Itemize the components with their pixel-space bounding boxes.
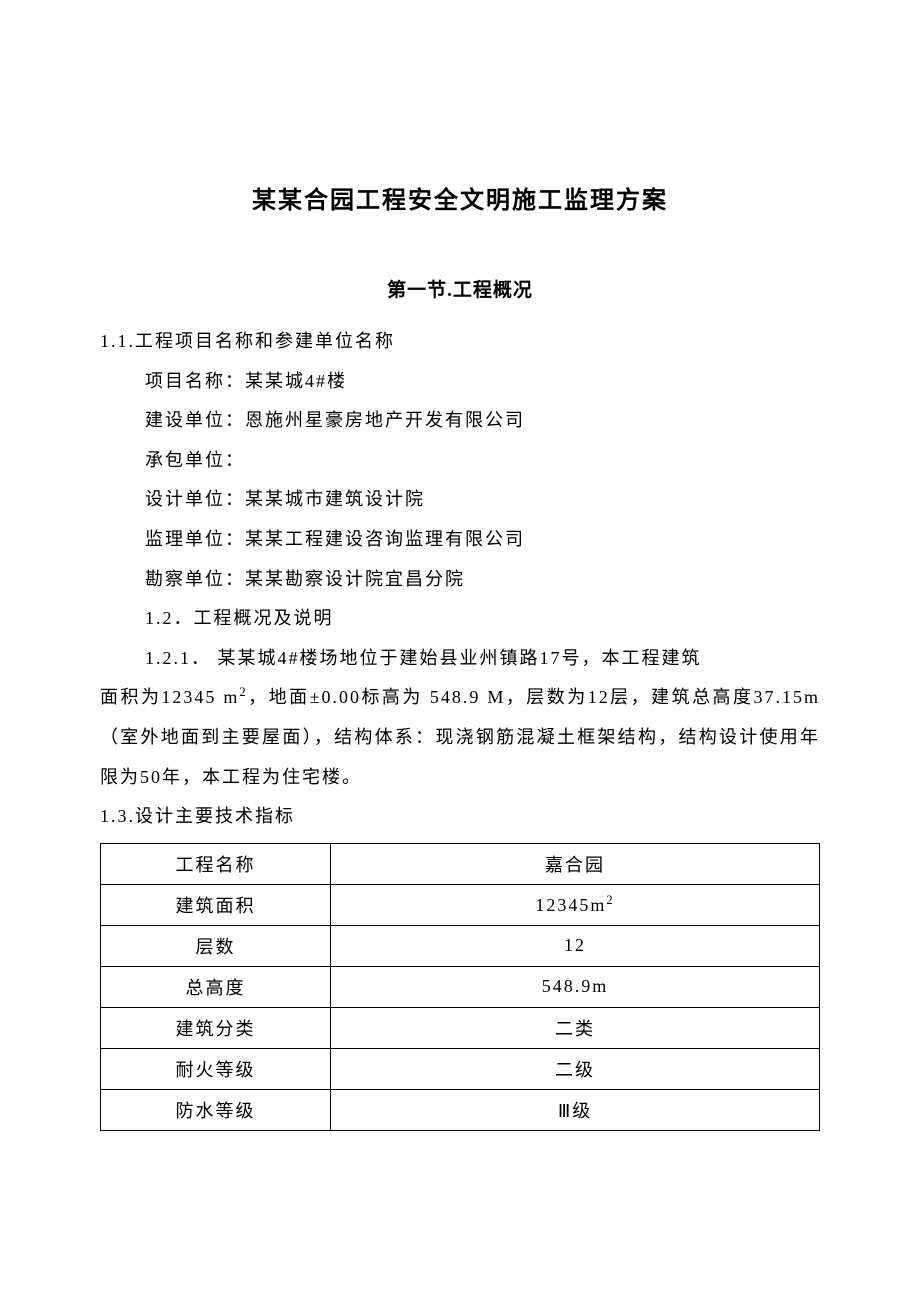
table-row: 建筑面积12345m2 <box>101 884 820 925</box>
table-value-cell: 嘉合园 <box>331 843 820 884</box>
paragraph-1-2-1-cont: 面积为12345 m2，地面±0.00标高为 548.9 M，层数为12层，建筑… <box>100 678 820 797</box>
table-label-cell: 建筑面积 <box>101 884 331 925</box>
section-1-title: 第一节.工程概况 <box>100 275 820 302</box>
p121-sup: 2 <box>239 685 247 699</box>
table-value-cell: 二类 <box>331 1007 820 1048</box>
table-label-cell: 防水等级 <box>101 1089 331 1130</box>
heading-1-3: 1.3.设计主要技术指标 <box>100 797 820 837</box>
table-value-cell: Ⅲ级 <box>331 1089 820 1130</box>
heading-1-1: 1.1.工程项目名称和参建单位名称 <box>100 322 820 362</box>
table-label-cell: 总高度 <box>101 966 331 1007</box>
table-row: 层数12 <box>101 925 820 966</box>
table-value-cell: 12 <box>331 925 820 966</box>
item-construction-unit: 建设单位：恩施州星豪房地产开发有限公司 <box>100 401 820 441</box>
table-row: 耐火等级二级 <box>101 1048 820 1089</box>
item-supervision-unit: 监理单位：某某工程建设咨询监理有限公司 <box>100 520 820 560</box>
table-label-cell: 工程名称 <box>101 843 331 884</box>
p121-part-a: 1.2.1． 某某城4#楼场地位于建始县业州镇路17号，本工程建筑 <box>145 648 702 668</box>
table-row: 工程名称嘉合园 <box>101 843 820 884</box>
table-label-cell: 建筑分类 <box>101 1007 331 1048</box>
table-value-cell: 12345m2 <box>331 884 820 925</box>
heading-1-2: 1.2．工程概况及说明 <box>100 599 820 639</box>
document-title: 某某合园工程安全文明施工监理方案 <box>100 180 820 215</box>
p121-part-b: 面积为12345 m <box>100 687 239 707</box>
item-survey-unit: 勘察单位：某某勘察设计院宜昌分院 <box>100 560 820 600</box>
item-design-unit: 设计单位：某某城市建筑设计院 <box>100 480 820 520</box>
table-row: 建筑分类二类 <box>101 1007 820 1048</box>
paragraph-1-2-1: 1.2.1． 某某城4#楼场地位于建始县业州镇路17号，本工程建筑 <box>100 639 820 679</box>
table-label-cell: 耐火等级 <box>101 1048 331 1089</box>
item-project-name: 项目名称：某某城4#楼 <box>100 362 820 402</box>
item-contractor-unit: 承包单位： <box>100 441 820 481</box>
table-row: 防水等级Ⅲ级 <box>101 1089 820 1130</box>
tech-spec-table: 工程名称嘉合园建筑面积12345m2层数12总高度548.9m建筑分类二类耐火等… <box>100 843 820 1131</box>
table-label-cell: 层数 <box>101 925 331 966</box>
table-value-cell: 548.9m <box>331 966 820 1007</box>
table-value-cell: 二级 <box>331 1048 820 1089</box>
table-row: 总高度548.9m <box>101 966 820 1007</box>
